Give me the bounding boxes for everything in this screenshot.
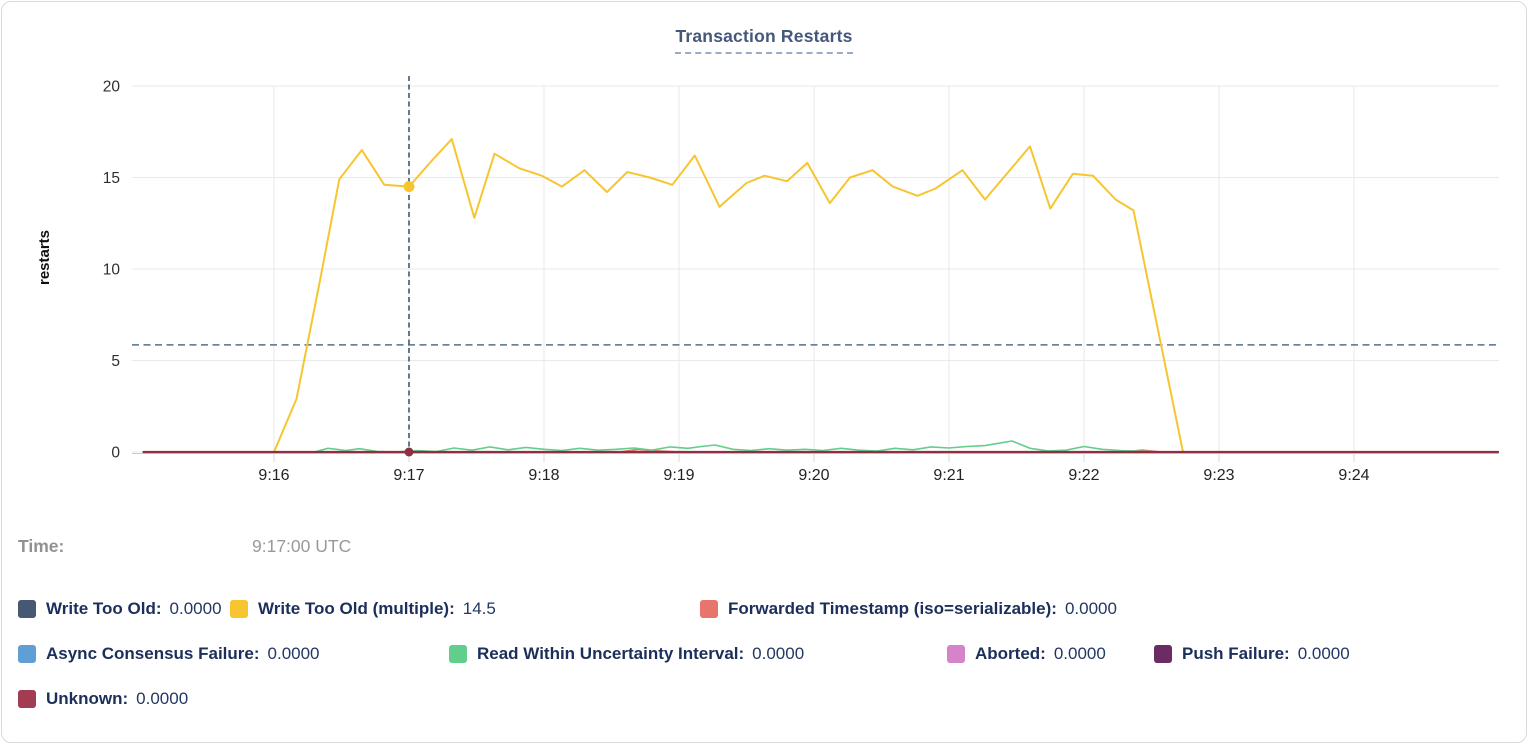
legend-label: Unknown: (46, 688, 129, 708)
y-tick-label: 0 (111, 445, 120, 462)
legend-row: Write Too Old: 0.0000 Write Too Old (multi… (18, 586, 1516, 631)
x-tick-label: 9:21 (933, 467, 964, 484)
x-tick-label: 9:18 (528, 467, 559, 484)
y-tick-label: 10 (103, 262, 121, 279)
unknown-swatch-icon (18, 689, 36, 708)
chart-header: Transaction Restarts (2, 26, 1526, 54)
chart-svg[interactable]: 0 5 10 15 20 9:16 9:17 9:18 9:19 9:20 9:21 9:22 9:23… (2, 62, 1527, 512)
forwarded-timestamp-swatch-icon (700, 599, 718, 618)
legend-label: Write Too Old (multiple): (258, 598, 455, 618)
x-tick-label: 9:19 (663, 467, 694, 484)
legend-value: 0.0000 (1297, 643, 1350, 663)
x-tick-label: 9:20 (798, 467, 829, 484)
hover-dot-write-too-old-multiple (403, 181, 415, 193)
legend-item-write-too-old: Write Too Old: 0.0000 (18, 599, 230, 619)
legend-label: Async Consensus Failure: (46, 643, 260, 663)
read-within-uncertainty-interval-swatch-icon (449, 644, 467, 663)
aborted-swatch-icon (947, 644, 965, 663)
legend: Write Too Old: 0.0000 Write Too Old (multi… (18, 586, 1516, 721)
push-failure-swatch-icon (1154, 644, 1172, 663)
series-read-within-uncertainty-interval (142, 440, 1499, 453)
x-tick-label: 9:16 (258, 467, 289, 484)
y-tick-label: 5 (111, 353, 120, 370)
legend-item-write-too-old-multiple: Write Too Old (multiple): 14.5 (230, 599, 700, 619)
legend-item-forwarded-timestamp: Forwarded Timestamp (iso=serializable): 0… (700, 599, 1117, 619)
legend-value: 14.5 (462, 598, 496, 618)
legend-item-async-consensus-failure: Async Consensus Failure: 0.0000 (18, 644, 449, 664)
legend-value: 0.0000 (752, 643, 805, 663)
x-tick-label: 9:23 (1203, 467, 1234, 484)
x-tick-label: 9:24 (1338, 467, 1369, 484)
legend-value: 0.0000 (169, 598, 222, 618)
legend-label: Write Too Old: (46, 598, 162, 618)
x-tick-label: 9:17 (393, 467, 424, 484)
legend-label: Push Failure: (1182, 643, 1290, 663)
legend-value: 0.0000 (136, 688, 189, 708)
chart-title[interactable]: Transaction Restarts (675, 26, 853, 54)
time-value: 9:17:00 UTC (252, 536, 352, 556)
time-row: Time: 9:17:00 UTC (18, 536, 351, 557)
x-tick-label: 9:22 (1068, 467, 1099, 484)
hover-dot-unknown (404, 447, 414, 457)
legend-value: 0.0000 (1064, 598, 1117, 618)
legend-label: Aborted: (975, 643, 1046, 663)
legend-label: Read Within Uncertainty Interval: (477, 643, 745, 663)
series-write-too-old-multiple (273, 138, 1184, 453)
y-tick-label: 15 (103, 170, 120, 187)
legend-value: 0.0000 (1053, 643, 1106, 663)
write-too-old-multiple-swatch-icon (230, 599, 248, 618)
legend-item-push-failure: Push Failure: 0.0000 (1154, 644, 1350, 664)
write-too-old-swatch-icon (18, 599, 36, 618)
legend-row: Unknown: 0.0000 (18, 676, 1516, 721)
legend-row: Async Consensus Failure: 0.0000 Read Withi… (18, 631, 1516, 676)
legend-label: Forwarded Timestamp (iso=serializable): (728, 598, 1057, 618)
time-label: Time: (18, 536, 65, 556)
legend-value: 0.0000 (267, 643, 320, 663)
legend-item-read-within-uncertainty-interval: Read Within Uncertainty Interval: 0.0000 (449, 644, 947, 664)
legend-item-unknown: Unknown: 0.0000 (18, 689, 188, 709)
legend-item-aborted: Aborted: 0.0000 (947, 644, 1154, 664)
y-tick-label: 20 (103, 79, 121, 96)
async-consensus-failure-swatch-icon (18, 644, 36, 663)
